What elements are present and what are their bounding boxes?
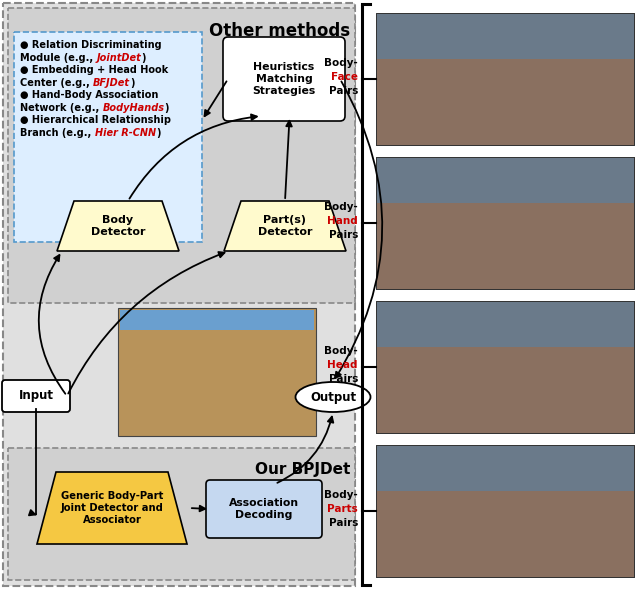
Text: Body-: Body-	[324, 346, 358, 356]
Text: Head: Head	[328, 360, 358, 370]
Bar	[118, 308, 316, 436]
Polygon shape	[224, 201, 346, 251]
Text: Heuristics
Matching
Strategies: Heuristics Matching Strategies	[252, 62, 316, 95]
Polygon shape	[57, 201, 179, 251]
Bar	[8, 448, 355, 580]
Bar	[8, 8, 355, 303]
FancyBboxPatch shape	[2, 380, 70, 412]
Bar	[376, 157, 634, 289]
Text: Pairs: Pairs	[328, 375, 358, 385]
Text: Pairs: Pairs	[328, 87, 358, 97]
Bar	[376, 445, 634, 577]
Text: ● Embedding + Head Hook: ● Embedding + Head Hook	[20, 65, 168, 75]
Bar	[120, 310, 314, 330]
Bar	[376, 157, 634, 203]
Text: Hand: Hand	[327, 217, 358, 227]
Bar	[376, 347, 634, 432]
Text: Body-: Body-	[324, 203, 358, 213]
Bar	[376, 12, 634, 59]
Text: Face: Face	[331, 72, 358, 82]
Text: ): )	[164, 103, 169, 113]
Text: Part(s)
Detector: Part(s) Detector	[258, 215, 312, 237]
Text: Output: Output	[310, 391, 356, 403]
Text: Other methods: Other methods	[209, 22, 350, 40]
Text: ● Hand-Body Association: ● Hand-Body Association	[20, 90, 158, 100]
Text: ): )	[141, 53, 146, 63]
Text: Body-: Body-	[324, 58, 358, 68]
Text: Pairs: Pairs	[328, 518, 358, 528]
Text: Module (e.g.,: Module (e.g.,	[20, 53, 97, 63]
Bar	[376, 300, 634, 432]
Bar	[376, 445, 634, 577]
Bar	[14, 32, 202, 242]
FancyBboxPatch shape	[206, 480, 322, 538]
Bar	[3, 3, 355, 586]
Bar	[376, 203, 634, 289]
Text: ): )	[156, 128, 160, 138]
Text: Input: Input	[19, 389, 54, 402]
Text: Body
Detector: Body Detector	[91, 215, 145, 237]
Text: Generic Body-Part
Joint Detector and
Associator: Generic Body-Part Joint Detector and Ass…	[61, 491, 163, 525]
Bar	[376, 491, 634, 577]
Text: Parts: Parts	[327, 505, 358, 515]
Text: Association
Decoding: Association Decoding	[229, 498, 299, 520]
Text: BFJDet: BFJDet	[93, 78, 130, 88]
Bar	[376, 445, 634, 491]
Bar	[376, 12, 634, 144]
Text: BodyHands: BodyHands	[102, 103, 164, 113]
Text: Pairs: Pairs	[328, 230, 358, 240]
Text: Body-: Body-	[324, 491, 358, 501]
Polygon shape	[37, 472, 187, 544]
Text: Branch (e.g.,: Branch (e.g.,	[20, 128, 95, 138]
Bar	[376, 12, 634, 144]
Text: Hier R-CNN: Hier R-CNN	[95, 128, 156, 138]
Text: ● Hierarchical Relationship: ● Hierarchical Relationship	[20, 115, 171, 125]
Bar	[376, 300, 634, 347]
Text: Center (e.g.,: Center (e.g.,	[20, 78, 93, 88]
Ellipse shape	[296, 382, 371, 412]
Text: Network (e.g.,: Network (e.g.,	[20, 103, 102, 113]
Text: ): )	[130, 78, 134, 88]
Bar	[376, 59, 634, 144]
Bar	[376, 157, 634, 289]
Bar	[376, 300, 634, 432]
Text: ● Relation Discriminating: ● Relation Discriminating	[20, 40, 162, 50]
Text: Our BPJDet: Our BPJDet	[255, 462, 350, 477]
FancyBboxPatch shape	[223, 37, 345, 121]
Text: JointDet: JointDet	[97, 53, 141, 63]
